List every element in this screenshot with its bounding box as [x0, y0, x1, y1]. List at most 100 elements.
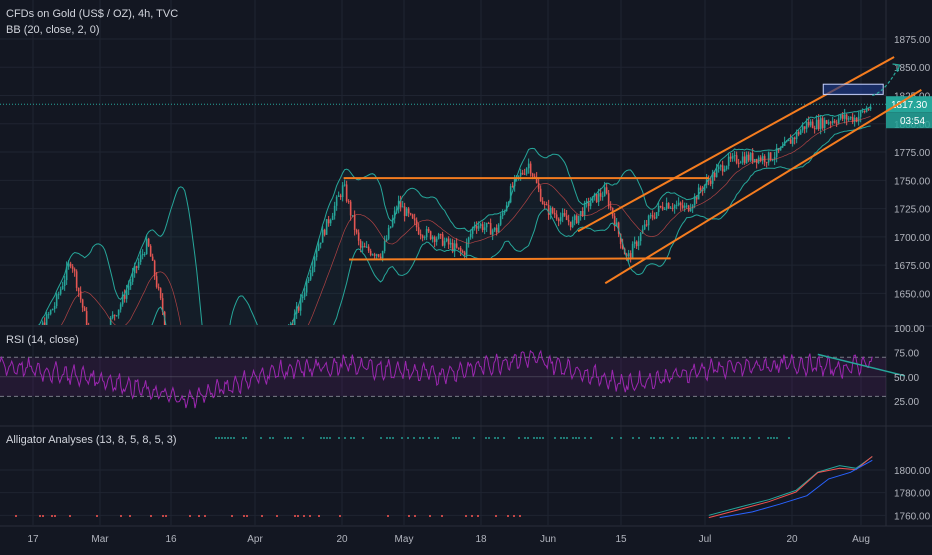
- candle-body: [845, 114, 848, 120]
- bollinger-lower: [84, 125, 871, 325]
- alligator-signal-dot: [611, 437, 613, 439]
- candle-body: [133, 266, 136, 274]
- candle-body: [467, 237, 470, 243]
- candle-body: [589, 202, 592, 207]
- candle-body: [525, 168, 528, 174]
- alligator-line: [719, 459, 873, 519]
- alligator-signal-dot: [731, 437, 733, 439]
- candle-body: [859, 111, 862, 117]
- candle-body: [709, 180, 712, 184]
- alligator-signal-dot: [437, 437, 439, 439]
- candle-body: [549, 207, 552, 215]
- candle-body: [291, 324, 294, 325]
- candle-body: [591, 196, 594, 203]
- candle-body: [155, 276, 158, 287]
- alligator-signal-dot: [326, 437, 328, 439]
- alligator-signal-dot: [387, 515, 389, 517]
- candle-body: [53, 305, 56, 309]
- candle-body: [533, 176, 536, 178]
- bollinger-indicator-label: BB (20, close, 2, 0): [6, 24, 100, 36]
- candle-body: [739, 162, 742, 164]
- candle-body: [695, 196, 698, 200]
- alligator-signal-dot: [380, 437, 382, 439]
- alligator-signal-dot: [303, 515, 305, 517]
- candle-body: [607, 193, 610, 207]
- candle-body: [137, 262, 140, 268]
- alligator-signal-dot: [689, 437, 691, 439]
- candle-body: [431, 236, 434, 240]
- candle-body: [63, 280, 66, 286]
- candle-body: [605, 187, 608, 194]
- candle-body: [741, 156, 744, 163]
- alligator-signal-dot: [650, 437, 652, 439]
- rsi-tick-label: 75.00: [894, 348, 919, 359]
- candle-body: [543, 204, 546, 206]
- bollinger-basis: [61, 115, 871, 325]
- candle-body: [633, 241, 636, 244]
- candle-body: [861, 110, 864, 112]
- candle-body: [85, 311, 88, 325]
- candle-body: [747, 154, 750, 161]
- candle-body: [333, 205, 336, 216]
- candle-body: [143, 253, 146, 255]
- alligator-signal-dot: [290, 437, 292, 439]
- candle-body: [447, 238, 450, 245]
- candle-body: [557, 218, 560, 222]
- candle-body: [711, 172, 714, 184]
- candle-body: [583, 202, 586, 216]
- candle-body: [457, 247, 460, 249]
- candle-body: [837, 118, 840, 124]
- time-axis: 17 Mar 16 Apr 20 May 18 Jun 15 Jul 20 Aug: [27, 534, 869, 545]
- candle-body: [463, 252, 466, 255]
- alligator-signal-dot: [563, 437, 565, 439]
- alligator-signal-dot: [441, 515, 443, 517]
- candle-body: [487, 222, 490, 224]
- candle-body: [139, 255, 142, 263]
- candle-body: [113, 314, 116, 316]
- candle-body: [689, 208, 692, 212]
- time-tick-label: 20: [336, 534, 348, 545]
- alligator-signal-dot: [722, 437, 724, 439]
- alligator-signal-dot: [242, 437, 244, 439]
- alligator-signal-dot: [231, 515, 233, 517]
- alligator-signal-dot: [773, 437, 775, 439]
- candle-body: [539, 188, 542, 202]
- candle-body: [685, 205, 688, 207]
- candle-body: [47, 314, 50, 316]
- alligator-signal-dot: [233, 437, 235, 439]
- candle-body: [857, 116, 860, 122]
- candle-body: [563, 213, 566, 216]
- alligator-signal-dot: [320, 437, 322, 439]
- candle-body: [523, 173, 526, 175]
- candle-body: [757, 157, 760, 163]
- alligator-signal-dot: [743, 437, 745, 439]
- candle-body: [653, 217, 656, 219]
- candle-body: [843, 114, 846, 119]
- alligator-signal-dot: [458, 437, 460, 439]
- candle-body: [531, 173, 534, 177]
- candle-body: [637, 241, 640, 247]
- candle-body: [537, 183, 540, 189]
- alligator-signal-dot: [536, 437, 538, 439]
- candle-body: [693, 196, 696, 206]
- countdown-label: 03:54: [900, 116, 925, 127]
- alligator-signal-dot: [215, 437, 217, 439]
- alligator-signal-dot: [302, 437, 304, 439]
- candle-body: [351, 215, 354, 217]
- candle-body: [643, 224, 646, 230]
- candle-body: [117, 309, 120, 316]
- price-tick-label: 1725.00: [894, 205, 931, 216]
- candle-body: [359, 240, 362, 248]
- candle-body: [83, 307, 86, 312]
- price-tick-label: 1875.00: [894, 35, 931, 46]
- candle-body: [567, 220, 570, 222]
- price-pane-title: CFDs on Gold (US$ / OZ), 4h, TVC: [6, 8, 179, 20]
- alligator-signal-dot: [620, 437, 622, 439]
- alligator-signal-dot: [776, 437, 778, 439]
- candle-body: [791, 137, 794, 144]
- candle-body: [547, 205, 550, 215]
- alligator-signal-dot: [671, 437, 673, 439]
- alligator-signal-dot: [770, 437, 772, 439]
